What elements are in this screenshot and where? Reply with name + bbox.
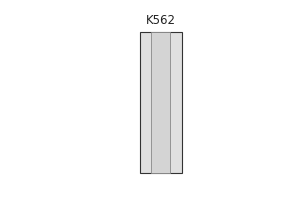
Text: K562: K562 xyxy=(146,14,176,27)
Bar xyxy=(152,32,170,173)
